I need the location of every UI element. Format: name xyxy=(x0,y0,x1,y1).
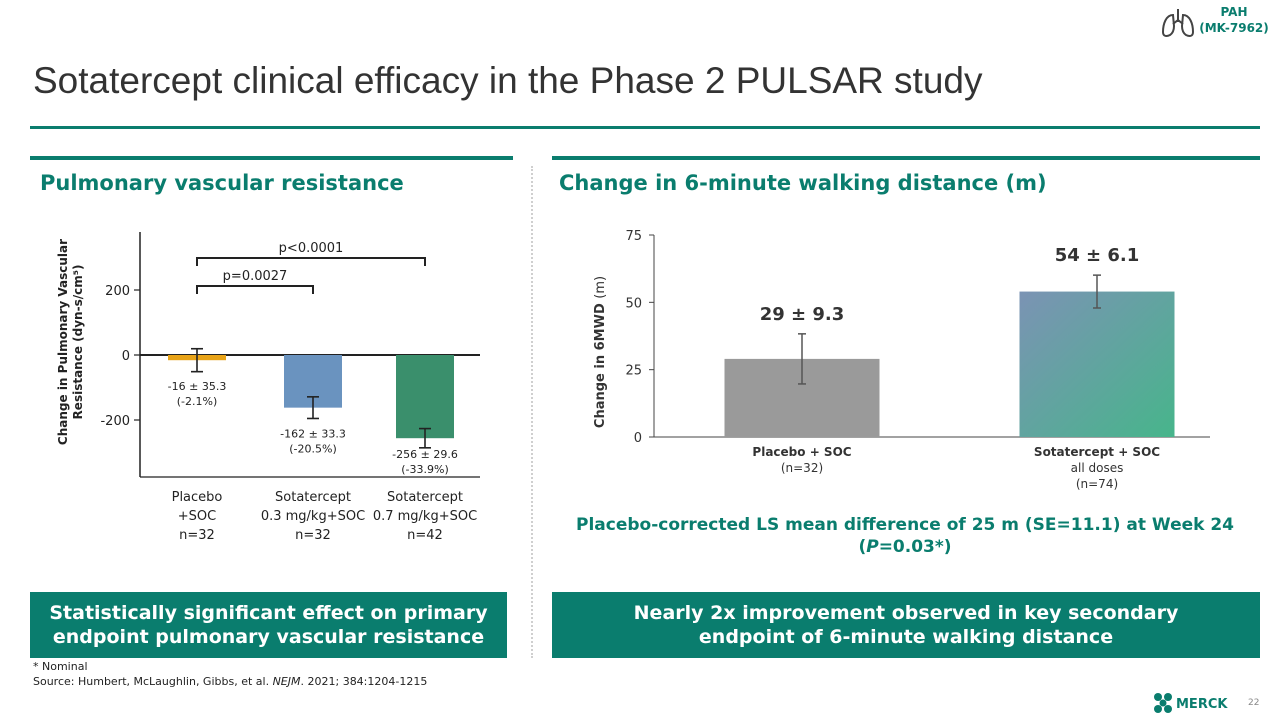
pvr-error-bar xyxy=(307,396,319,420)
pvr-data-label: -16 ± 35.3 xyxy=(168,380,227,393)
pvr-significance-bracket xyxy=(196,257,426,266)
pvr-category-label: Sotatercept xyxy=(387,490,463,505)
6mwd-category-label: Sotatercept + SOC xyxy=(1034,445,1160,459)
6mwd-chart: Change in 6MWD (m) 0 25 50 75 29 ± 9.3 54 ± … xyxy=(593,229,1210,491)
page-number: 22 xyxy=(1248,698,1260,708)
page-title: Sotatercept clinical efficacy in the Pha… xyxy=(33,60,983,101)
6mwd-data-label: 29 ± 9.3 xyxy=(760,304,845,325)
pvr-category-label: +SOC xyxy=(178,509,216,524)
difference-line-1: Placebo-corrected LS mean difference of … xyxy=(575,515,1235,535)
column-divider xyxy=(531,166,533,658)
source-citation: Source: Humbert, McLaughlin, Gibbs, et a… xyxy=(33,675,428,688)
merck-logo-mark xyxy=(1154,693,1172,713)
pvr-category-label: 0.7 mg/kg+SOC xyxy=(373,509,477,524)
pvr-chart: Change in Pulmonary Vascular Resistance … xyxy=(56,232,480,543)
right-section-rule xyxy=(552,156,1260,160)
pvr-data-label: -162 ± 33.3 xyxy=(280,428,346,441)
pvr-takeaway-banner: Statistically significant effect on prim… xyxy=(30,592,507,658)
6mwd-y-tick-label: 25 xyxy=(625,364,642,379)
6mwd-takeaway-banner: Nearly 2x improvement observed in key se… xyxy=(552,592,1260,658)
pvr-bar xyxy=(396,355,454,439)
pvr-data-label: (-20.5%) xyxy=(289,443,337,456)
merck-logo: MERCK xyxy=(1154,693,1228,713)
pvr-data-label: (-33.9%) xyxy=(401,463,449,476)
pvr-y-axis-label: Change in Pulmonary Vascular Resistance … xyxy=(56,239,85,445)
left-section-rule xyxy=(30,156,513,160)
pvr-category-label: n=42 xyxy=(407,528,443,543)
6mwd-error-bar xyxy=(798,333,806,385)
6mwd-category-label: (n=32) xyxy=(781,461,823,475)
pvr-y-tick-label: 0 xyxy=(122,349,130,364)
6mwd-heading: Change in 6-minute walking distance (m) xyxy=(559,171,1047,195)
6mwd-bar xyxy=(1019,291,1175,437)
6mwd-data-label: 54 ± 6.1 xyxy=(1055,245,1140,266)
pvr-error-bar xyxy=(419,427,431,449)
pvr-category-label: n=32 xyxy=(179,528,215,543)
program-tag: PAH (MK-7962) xyxy=(1160,4,1270,44)
6mwd-y-tick-label: 0 xyxy=(634,431,642,446)
pvr-category-label: Placebo xyxy=(172,490,223,505)
pvr-category-label: Sotatercept xyxy=(275,490,351,505)
pvr-error-bar xyxy=(191,347,203,373)
6mwd-y-axis-label: Change in 6MWD (m) xyxy=(593,276,608,428)
pvr-category-label: n=32 xyxy=(295,528,331,543)
placebo-corrected-difference: Placebo-corrected LS mean difference of … xyxy=(570,514,1240,558)
6mwd-category-label: Placebo + SOC xyxy=(752,445,851,459)
title-rule xyxy=(30,126,1260,129)
pvr-p-value: p=0.0027 xyxy=(223,269,288,284)
pvr-y-label-line2: Resistance (dyn-s/cm⁵) xyxy=(71,265,85,420)
tag-line-1: PAH xyxy=(1220,5,1248,19)
lungs-icon xyxy=(1161,9,1195,37)
pvr-data-label: -256 ± 29.6 xyxy=(392,448,458,461)
6mwd-y-tick-label: 50 xyxy=(625,296,642,311)
pvr-p-value: p<0.0001 xyxy=(279,241,344,256)
pvr-y-label-line1: Change in Pulmonary Vascular xyxy=(56,239,70,445)
difference-line-2: (P=0.03*) xyxy=(858,537,952,557)
pvr-heading: Pulmonary vascular resistance xyxy=(40,171,404,195)
6mwd-error-bar xyxy=(1093,274,1101,309)
footnote-nominal: * Nominal xyxy=(33,660,88,673)
6mwd-category-label: all doses xyxy=(1071,461,1124,475)
pvr-data-label: (-2.1%) xyxy=(177,395,218,408)
pvr-category-label: 0.3 mg/kg+SOC xyxy=(261,509,365,524)
pvr-significance-bracket xyxy=(196,285,314,294)
6mwd-y-tick-label: 75 xyxy=(625,229,642,244)
merck-logo-text: MERCK xyxy=(1176,697,1228,712)
pvr-y-tick-label: -200 xyxy=(100,414,130,429)
6mwd-category-label: (n=74) xyxy=(1076,477,1118,491)
tag-line-2: (MK-7962) xyxy=(1199,21,1269,35)
pvr-y-tick-label: 200 xyxy=(105,284,130,299)
